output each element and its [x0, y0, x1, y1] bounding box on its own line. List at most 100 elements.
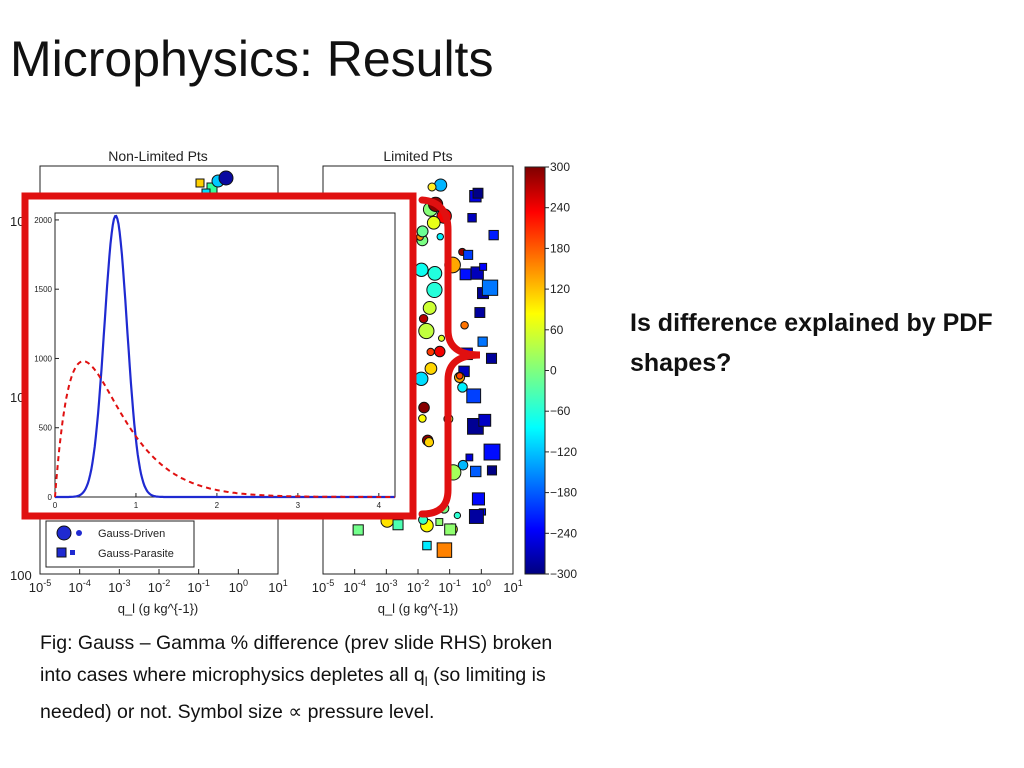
legend-label-gauss-parasite: Gauss-Parasite [98, 548, 174, 560]
inset-ytick-label: 1500 [34, 285, 52, 294]
scatter-point [418, 313, 429, 324]
inset-xtick-label: 3 [296, 501, 301, 510]
scatter-point [433, 345, 446, 358]
scatter-point [477, 336, 488, 347]
scatter-point [426, 281, 443, 299]
colorbar-tick-label: −180 [550, 486, 577, 500]
scatter-point [466, 388, 482, 404]
xlabel-left: q_l (g kg^{-1}) [118, 601, 199, 616]
inset-ytick-label: 500 [39, 424, 53, 433]
legend-marker-square [56, 547, 67, 558]
scatter-point [436, 232, 445, 241]
scatter-point [426, 347, 435, 357]
legend-marker-square-small [70, 550, 75, 555]
scatter-point [437, 334, 446, 342]
scatter-point [455, 372, 464, 380]
scatter-point [218, 170, 234, 186]
scatter-left-points [195, 170, 234, 198]
scatter-point [414, 262, 429, 277]
scatter-point [434, 178, 448, 192]
scatter-point [471, 492, 486, 506]
scatter-point [453, 511, 462, 520]
scatter-point [457, 382, 468, 393]
scatter-point [195, 178, 205, 188]
scatter-point [479, 262, 488, 271]
scatter-point [424, 362, 438, 375]
curly-brace [418, 196, 481, 518]
scatter-point [352, 524, 364, 536]
scatter-point [485, 352, 498, 364]
scatter-right-points [352, 178, 501, 558]
xtick-label: 10-1 [438, 578, 460, 595]
scatter-point [422, 540, 432, 551]
scatter-point [418, 401, 430, 414]
scatter-point [474, 307, 486, 318]
scatter-point [427, 266, 443, 281]
xtick-label: 100 [229, 578, 248, 595]
xlabel-right: q_l (g kg^{-1}) [378, 601, 459, 616]
caption-text-1: Fig: Gauss – Gamma % difference (prev sl… [40, 632, 553, 686]
scatter-point [414, 371, 429, 386]
scatter-point [418, 322, 435, 340]
inset-ytick-label: 1000 [34, 354, 52, 363]
series-gauss-line [55, 214, 395, 499]
scatter-point [460, 320, 469, 330]
colorbar-tick-label: −120 [550, 445, 577, 459]
colorbar-tick-label: 180 [550, 241, 570, 255]
colorbar [524, 166, 546, 575]
colorbar-tick-label: 120 [550, 282, 570, 296]
colorbar-tick-label: −300 [550, 567, 577, 581]
legend-label-gauss-driven: Gauss-Driven [98, 528, 165, 540]
scatter-point [436, 542, 453, 558]
scatter-point [426, 215, 441, 230]
inset-plot-area [54, 212, 396, 498]
xtick-label: 10-5 [312, 578, 334, 595]
inset-ytick-label: 0 [48, 493, 53, 502]
scatter-point [470, 465, 482, 478]
xtick-label: 10-3 [108, 578, 130, 595]
colorbar-ticks: 300 240 180 120 60 0 −60 −120 −180 −240 −300 [545, 160, 577, 581]
colorbar-tick-label: 240 [550, 201, 570, 215]
scatter-point [478, 413, 492, 427]
panel-right-title: Limited Pts [383, 148, 452, 164]
xtick-label: 101 [503, 578, 522, 595]
xtick-label: 10-1 [187, 578, 209, 595]
panel-left-title: Non-Limited Pts [108, 148, 208, 164]
xtick-label: 10-4 [68, 578, 90, 595]
legend: Gauss-Driven Gauss-Parasite [45, 520, 195, 568]
scatter-point [488, 229, 499, 241]
scatter-point [463, 249, 474, 260]
scatter-point [427, 182, 437, 192]
scatter-point [444, 523, 457, 536]
scatter-point [418, 414, 427, 423]
caption-text-2: (so limiting is needed) or not. Symbol s… [40, 663, 546, 723]
colorbar-tick-label: −240 [550, 526, 577, 540]
scatter-point [483, 443, 501, 461]
xtick-label: 10-3 [375, 578, 397, 595]
scatter-point [465, 453, 474, 462]
xticks-right: 10-5 10-4 10-3 10-2 10-1 100 101 [312, 569, 523, 595]
scatter-point [416, 225, 429, 238]
xtick-label: 101 [268, 578, 287, 595]
scatter-point [422, 301, 437, 315]
scatter-point [472, 187, 484, 199]
xtick-label: 100 [472, 578, 491, 595]
scatter-point [468, 509, 484, 524]
inset-xtick-label: 1 [134, 501, 139, 510]
ytick-left-3: 100 [10, 568, 32, 583]
caption-subscript: l [424, 673, 428, 689]
scatter-point [486, 465, 498, 476]
inset-xtick-label: 4 [377, 501, 382, 510]
inset-xtick-label: 0 [53, 501, 58, 510]
scatter-point [392, 519, 404, 531]
colorbar-tick-label: 300 [550, 160, 570, 174]
scatter-point [423, 437, 435, 448]
ytick-left-2: 10 [10, 390, 24, 405]
xtick-label: 10-4 [343, 578, 365, 595]
slide-title: Microphysics: Results [10, 31, 494, 87]
xtick-label: 10-2 [148, 578, 170, 595]
xtick-label: 10-5 [29, 578, 51, 595]
figure-caption: Fig: Gauss – Gamma % difference (prev sl… [40, 628, 580, 728]
inset-xtick-label: 2 [215, 501, 220, 510]
